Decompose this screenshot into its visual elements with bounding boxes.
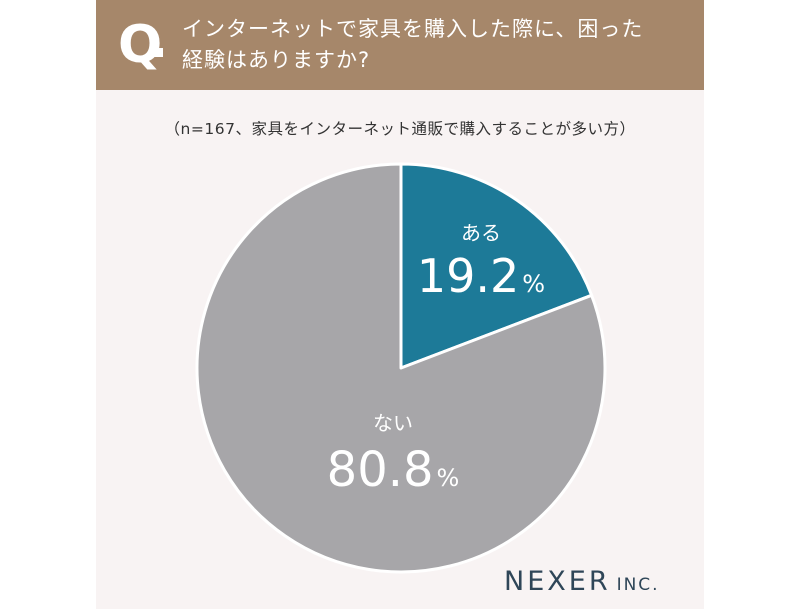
slice-label-2: ない [373,411,413,435]
pie-chart: ある 19.2 % ない 80.8% [195,162,607,574]
question-text: インターネットで家具を購入した際に、困った 経験はありますか? [182,14,692,76]
pie-slice-2 [195,162,607,574]
question-line-2: 経験はありますか? [182,48,371,72]
question-banner: Q インターネットで家具を購入した際に、困った 経験はありますか? [96,0,704,90]
q-mark: Q [118,15,163,75]
infographic-card: Q インターネットで家具を購入した際に、困った 経験はありますか? （n=167… [96,0,704,609]
slice-label-1: ある [461,221,501,245]
nexer-logo: NEXER INC. [504,566,660,597]
logo-wordmark: NEXER [504,566,611,597]
q-dot [154,48,163,57]
question-line-1: インターネットで家具を購入した際に、困った [182,17,644,41]
sample-note: （n=167、家具をインターネット通販で購入することが多い方） [164,120,636,138]
slice-value-1: 19.2% [417,249,545,303]
logo-suffix: INC. [616,575,660,595]
pie-slice-1 [399,162,594,370]
slice-value-2: 80.8% [327,442,460,498]
